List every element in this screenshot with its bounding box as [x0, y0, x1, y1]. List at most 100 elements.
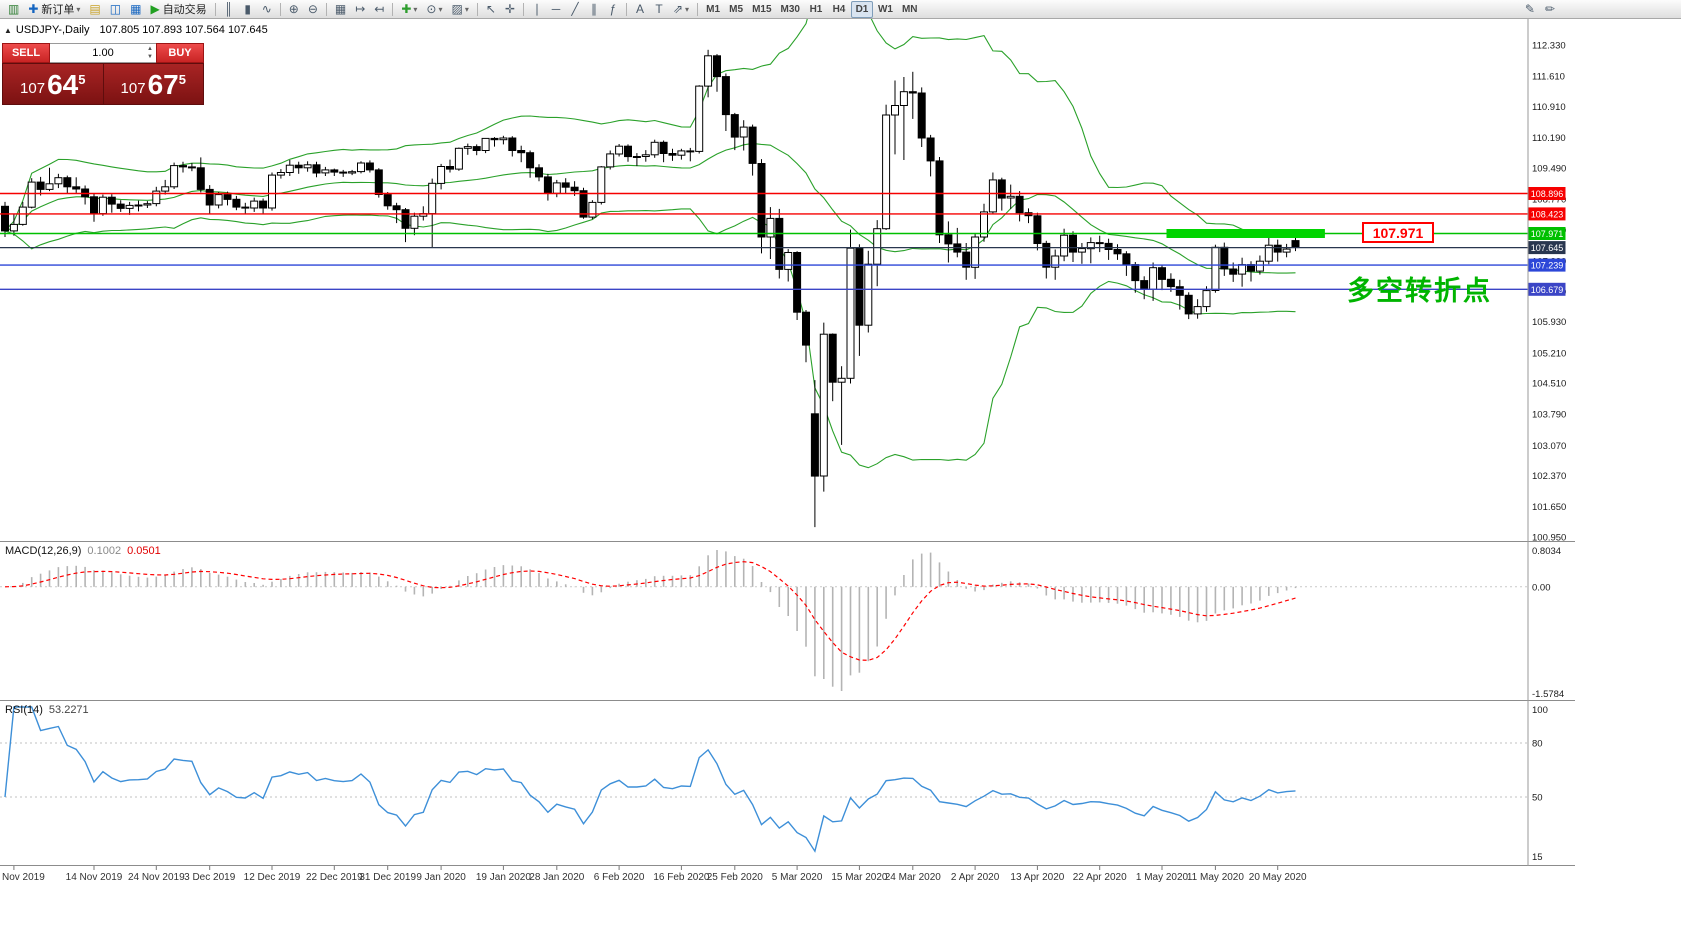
macd-canvas[interactable]: 0.8034 0.00 -1.5784 — [0, 542, 1575, 701]
toolbar-separator — [697, 2, 699, 16]
time-axis[interactable]: Nov 2019 14 Nov 2019 24 Nov 2019 3 Dec 2019… — [0, 866, 1575, 884]
caret-down-icon: ▾ — [464, 4, 469, 14]
ask-point: 5 — [178, 72, 186, 87]
sell-button[interactable]: SELL — [2, 43, 50, 63]
zoom-out-icon: ⊖ — [307, 2, 318, 16]
zoom-in-icon[interactable]: ⊕ — [285, 1, 303, 18]
macd-panel[interactable]: MACD(12,26,9) 0.1002 0.0501 0.8034 0.00 -1.5… — [0, 542, 1575, 701]
timeframe-m5[interactable]: M5 — [729, 3, 744, 15]
toolbar-separator — [279, 2, 281, 16]
bar-chart-icon[interactable]: ║ — [220, 1, 238, 18]
volume-input[interactable]: 1.00 ▲ ▼ — [50, 43, 156, 63]
trendline-icon[interactable]: ╱ — [566, 1, 584, 18]
spinner-up-icon[interactable]: ▲ — [147, 46, 153, 52]
horizontal-line-icon: ─ — [551, 2, 561, 16]
text-icon[interactable]: A — [631, 1, 649, 18]
buy-button[interactable]: BUY — [156, 43, 204, 63]
arrows-icon[interactable]: ⇗ ▾ — [669, 1, 693, 18]
timeframe-mn[interactable]: MN — [901, 3, 918, 15]
ask-price[interactable]: 107 67 5 — [103, 64, 203, 104]
text-label-icon: T — [655, 2, 663, 16]
svg-text:-1.5784: -1.5784 — [1532, 689, 1564, 700]
timeframe-w1[interactable]: W1 — [877, 3, 893, 15]
timeframe-d1[interactable]: D1 — [850, 0, 873, 18]
pencil-icon[interactable]: ✎ — [1521, 1, 1539, 18]
vertical-line-icon[interactable]: ∣ — [528, 1, 546, 18]
oct-toggle-icon[interactable]: ▲ — [4, 25, 12, 35]
toolbar-separator — [522, 2, 524, 16]
auto-scroll-icon[interactable]: ↦ — [351, 1, 369, 18]
annotation-text[interactable]: 多空转折点 — [1347, 276, 1492, 306]
svg-text:103.070: 103.070 — [1532, 441, 1566, 452]
time-axis-canvas: Nov 2019 14 Nov 2019 24 Nov 2019 3 Dec 2019… — [0, 866, 1575, 884]
timeframe-h1[interactable]: H1 — [809, 3, 823, 15]
marker-icon[interactable]: ✏ — [1541, 1, 1559, 18]
pencil-icon: ✎ — [1524, 2, 1535, 16]
fibonacci-icon[interactable]: ƒ — [604, 1, 622, 18]
svg-text:107.971: 107.971 — [1531, 229, 1564, 239]
fibonacci-icon: ƒ — [609, 2, 617, 16]
trendline-icon: ╱ — [571, 2, 579, 16]
chart-ohlc-values: 107.805 107.893 107.564 107.645 — [99, 24, 268, 36]
new-order-button[interactable]: ✚ 新订单 ▾ — [24, 1, 84, 18]
channel-icon[interactable]: ∥ — [585, 1, 603, 18]
zoom-out-icon[interactable]: ⊖ — [304, 1, 322, 18]
svg-text:106.679: 106.679 — [1531, 285, 1564, 295]
timeframe-h4[interactable]: H4 — [832, 3, 846, 15]
volume-value: 1.00 — [92, 47, 114, 59]
periods-button[interactable]: ⊙ ▾ — [422, 1, 446, 18]
crosshair-icon: ✛ — [504, 2, 515, 16]
marker-icon: ✏ — [1544, 2, 1555, 16]
templates-button[interactable]: ▨ ▾ — [448, 1, 473, 18]
channel-icon: ∥ — [590, 2, 597, 16]
svg-text:15: 15 — [1532, 852, 1543, 863]
profiles-icon[interactable]: ▤ — [85, 1, 104, 18]
candlestick-chart-icon[interactable]: ▮ — [239, 1, 257, 18]
bid-price[interactable]: 107 64 5 — [3, 64, 104, 104]
chart-shift-icon[interactable]: ↤ — [370, 1, 388, 18]
data-window-icon: ▦ — [130, 2, 142, 16]
auto-scroll-icon: ↦ — [355, 2, 366, 16]
autotrading-icon: ▶ — [150, 2, 160, 16]
price-target-label[interactable]: 107.971 — [1362, 222, 1434, 243]
text-icon: A — [635, 2, 644, 16]
timeframe-m15[interactable]: M15 — [752, 3, 772, 15]
caret-down-icon: ▾ — [76, 4, 81, 14]
toolbar: ▥ ✚ 新订单 ▾ ▤ ◫ ▦ ▶ 自动交易 ║ ▮ ∿ ⊕ ⊖ ▦ ↦ ↤ ✚ ▾ ⊙ ▾ ▨ ▾ ↖ ✛ ∣ ─ ╱ ∥ ƒ A T ⇗ ▾ M… — [0, 0, 1681, 19]
svg-text:103.790: 103.790 — [1532, 410, 1566, 421]
timeframe-m1[interactable]: M1 — [706, 3, 721, 15]
crosshair-icon[interactable]: ✛ — [501, 1, 519, 18]
text-label-icon[interactable]: T — [650, 1, 668, 18]
arrows-icon: ⇗ — [672, 2, 684, 16]
tile-windows-icon: ▦ — [334, 2, 347, 16]
rsi-panel[interactable]: RSI(14) 53.2271 100 80 50 15 — [0, 701, 1575, 866]
tile-windows-icon[interactable]: ▦ — [331, 1, 350, 18]
volume-spinner[interactable]: ▲ ▼ — [147, 45, 153, 61]
svg-text:108.896: 108.896 — [1531, 189, 1564, 199]
spinner-down-icon[interactable]: ▼ — [147, 54, 153, 60]
indicators-button[interactable]: ✚ ▾ — [397, 1, 421, 18]
ask-prefix: 107 — [120, 80, 146, 97]
new-order-icon: ✚ — [28, 2, 39, 16]
main-chart-canvas[interactable]: 112.330111.610110.910110.190109.490108.7… — [0, 0, 1575, 544]
charts-grid-icon[interactable]: ◫ — [106, 1, 125, 18]
horizontal-line-icon[interactable]: ─ — [547, 1, 565, 18]
ask-pips: 67 — [147, 69, 179, 100]
svg-text:24 Nov 2019: 24 Nov 2019 — [128, 872, 185, 883]
cursor-icon[interactable]: ↖ — [482, 1, 500, 18]
chart-window-icon[interactable]: ▥ — [4, 1, 23, 18]
data-window-icon[interactable]: ▦ — [126, 1, 145, 18]
line-chart-icon[interactable]: ∿ — [258, 1, 276, 18]
bid-prefix: 107 — [20, 80, 46, 97]
profiles-icon: ▤ — [89, 2, 101, 16]
main-chart-panel[interactable]: 112.330111.610110.910110.190109.490108.7… — [0, 0, 1575, 544]
svg-text:31 Dec 2019: 31 Dec 2019 — [359, 872, 416, 883]
svg-text:100.950: 100.950 — [1532, 533, 1566, 543]
autotrading-button[interactable]: ▶ 自动交易 — [146, 1, 210, 18]
charts-grid-icon: ◫ — [109, 2, 122, 16]
svg-text:24 Mar 2020: 24 Mar 2020 — [885, 872, 942, 883]
timeframe-m30[interactable]: M30 — [780, 3, 800, 15]
rsi-canvas[interactable]: 100 80 50 15 — [0, 701, 1575, 866]
toolbar-separator — [214, 2, 216, 16]
toolbar-separator — [325, 2, 327, 16]
